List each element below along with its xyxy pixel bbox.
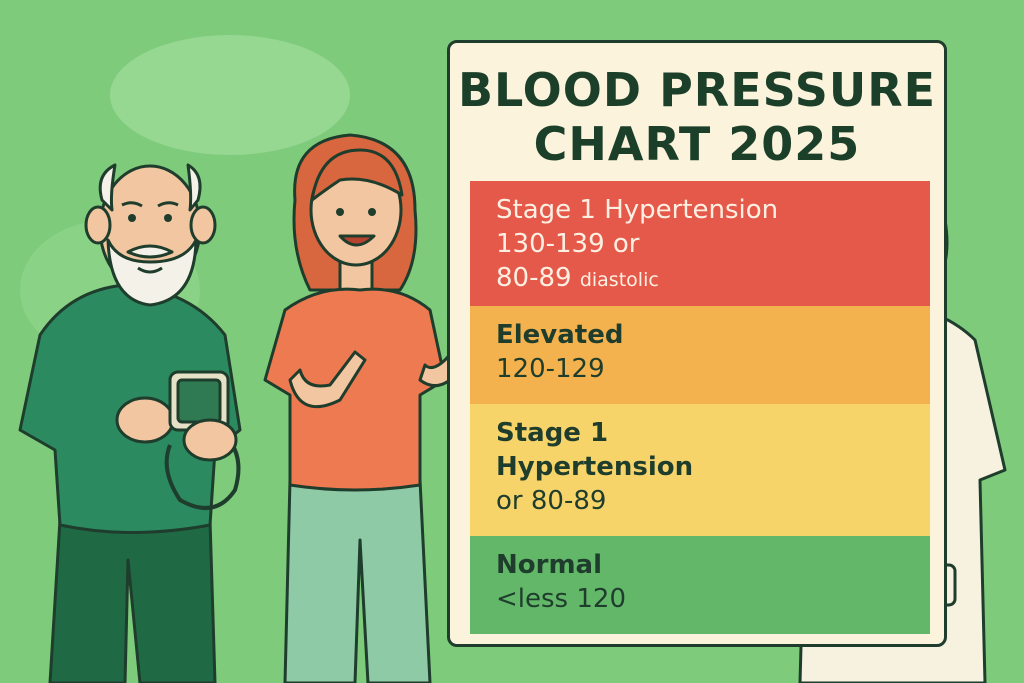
band-stage1-hypertension-mid: Stage 1 Hypertension or 80-89 bbox=[470, 404, 930, 536]
band-diastolic-range: 80-89 bbox=[496, 263, 572, 293]
band-normal: Normal <less 120 bbox=[470, 536, 930, 634]
band-diastolic-line: 80-89 diastolic bbox=[496, 261, 930, 297]
band-stage1-hypertension-top: Stage 1 Hypertension 130-139 or 80-89 di… bbox=[470, 181, 930, 306]
band-elevated: Elevated 120-129 bbox=[470, 306, 930, 404]
band-range: 130-139 or bbox=[496, 229, 640, 259]
band-label-2: Hypertension bbox=[496, 452, 694, 482]
chart-title-line1: BLOOD PRESSURE bbox=[457, 63, 937, 117]
woman-figure bbox=[263, 133, 484, 683]
band-diastolic-label: diastolic bbox=[579, 269, 659, 291]
band-label: Stage 1 bbox=[496, 418, 609, 448]
chart-title: BLOOD PRESSURE CHART 2025 bbox=[450, 63, 944, 171]
chart-title-line2: CHART 2025 bbox=[533, 117, 861, 171]
band-label: Elevated bbox=[496, 320, 624, 350]
band-label: Normal bbox=[496, 550, 602, 580]
elderly-man-figure bbox=[18, 163, 242, 683]
band-range: <less 120 bbox=[496, 584, 626, 614]
band-range: or 80-89 bbox=[496, 486, 607, 516]
band-range: 120-129 bbox=[496, 354, 605, 384]
blood-pressure-chart-board: BLOOD PRESSURE CHART 2025 Stage 1 Hypert… bbox=[447, 40, 947, 647]
band-label: Stage 1 Hypertension bbox=[496, 195, 779, 225]
background-blob bbox=[110, 35, 350, 155]
